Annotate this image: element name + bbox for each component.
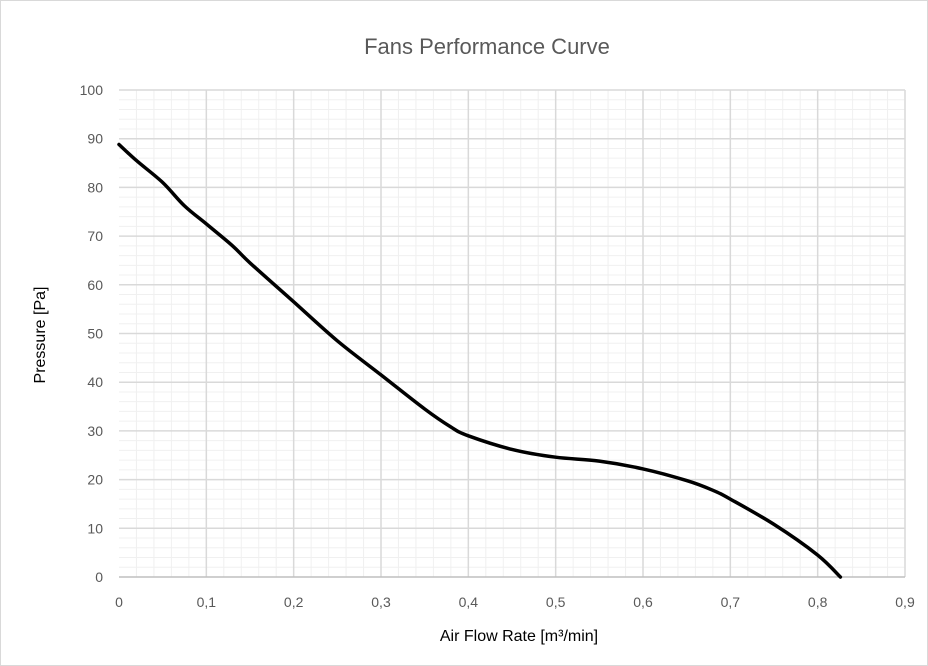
x-tick-label: 0,9 [895, 594, 915, 610]
x-tick-label: 0 [115, 594, 123, 610]
series-group [117, 142, 843, 579]
series-line [117, 142, 843, 579]
major-grid [119, 89, 906, 578]
y-tick-label: 80 [87, 179, 103, 195]
tick-labels: 0 0,1 0,2 0,3 0,4 0,5 0,6 0,7 0,8 0,9 0 10 20 30 40 50 6… [80, 82, 915, 610]
x-tick-label: 0,4 [459, 594, 479, 610]
y-tick-label: 0 [95, 569, 103, 585]
x-tick-label: 0,8 [808, 594, 828, 610]
x-tick-label: 0,3 [371, 594, 391, 610]
y-tick-label: 10 [87, 520, 103, 536]
y-tick-label: 60 [87, 277, 103, 293]
y-tick-label: 90 [87, 131, 103, 147]
y-tick-label: 20 [87, 472, 103, 488]
y-tick-label: 70 [87, 228, 103, 244]
chart-title: Fans Performance Curve [364, 34, 610, 59]
x-axis-label: Air Flow Rate [m³/min] [440, 628, 598, 645]
x-tick-label: 0,1 [197, 594, 217, 610]
y-tick-label: 40 [87, 374, 103, 390]
x-tick-label: 0,6 [633, 594, 653, 610]
y-axis-label: Pressure [Pa] [32, 287, 49, 384]
y-tick-label: 50 [87, 326, 103, 342]
y-tick-label: 30 [87, 423, 103, 439]
x-tick-label: 0,5 [546, 594, 566, 610]
y-tick-label: 100 [80, 82, 104, 98]
x-tick-label: 0,2 [284, 594, 304, 610]
x-tick-label: 0,7 [721, 594, 741, 610]
